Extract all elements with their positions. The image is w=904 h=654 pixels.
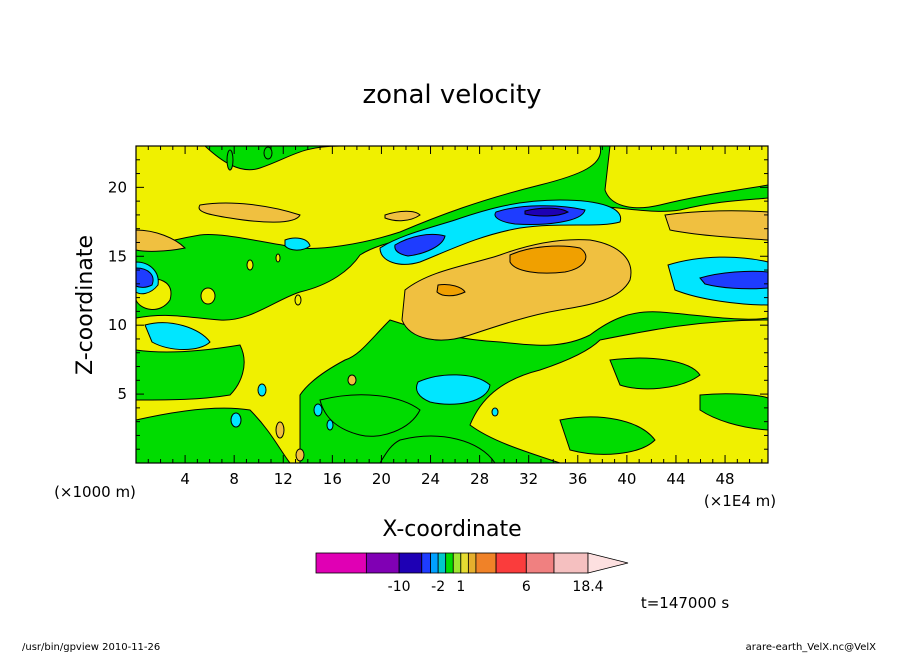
x-tick-label: 4 [180, 470, 190, 488]
chart-title: zonal velocity [362, 80, 541, 110]
contour-band-near-zero [135, 344, 769, 464]
y-tick-label: 15 [108, 247, 127, 265]
x-tick-label: 16 [323, 470, 342, 488]
colorbar-arrow [587, 552, 629, 574]
x-unit-right: (×1E4 m) [704, 492, 776, 510]
y-tick-label: 5 [117, 385, 127, 403]
x-tick-labels: 4 8 12 16 20 24 28 32 36 40 44 48 [180, 470, 734, 488]
x-tick-label: 28 [470, 470, 489, 488]
contour-band-positive-high [436, 245, 587, 297]
x-tick-label: 20 [372, 470, 391, 488]
colorbar-tick-label: 6 [522, 579, 531, 595]
colorbar-segment [460, 552, 469, 574]
x-tick-label: 24 [421, 470, 440, 488]
colorbar-segment [445, 552, 454, 574]
contour-plot [135, 145, 769, 464]
colorbar-tick-label: -10 [388, 579, 411, 595]
colorbar-segment [452, 552, 462, 574]
colorbar-segment [365, 552, 400, 574]
contour-band-negative-high [524, 207, 570, 217]
footer-left: /usr/bin/gpview 2010-11-26 [22, 642, 160, 653]
x-tick-label: 36 [568, 470, 587, 488]
colorbar-segment [421, 552, 431, 574]
colorbar [315, 552, 629, 574]
colorbar-segment [437, 552, 447, 574]
colorbar-tick-label: -2 [431, 579, 445, 595]
colorbar-segment [315, 552, 367, 574]
x-tick-label: 44 [666, 470, 685, 488]
colorbar-segment [495, 552, 527, 574]
colorbar-segment [475, 552, 497, 574]
x-tick-label: 40 [617, 470, 636, 488]
y-axis-label: Z-coordinate [73, 235, 98, 375]
x-tick-label: 32 [519, 470, 538, 488]
x-unit-left: (×1000 m) [54, 483, 136, 501]
x-axis-label: X-coordinate [382, 517, 521, 542]
colorbar-segment [430, 552, 439, 574]
colorbar-segment [398, 552, 423, 574]
y-tick-label: 10 [108, 316, 127, 334]
x-tick-label: 48 [716, 470, 735, 488]
y-tick-label: 20 [108, 178, 127, 196]
time-label: t=147000 s [641, 594, 729, 612]
footer-right: arare-earth_VelX.nc@VelX [746, 642, 877, 653]
colorbar-tick-label: 1 [456, 579, 465, 595]
contour-small-features [200, 146, 499, 462]
colorbar-segment [525, 552, 555, 574]
y-tick-labels: 5 10 15 20 [108, 178, 127, 403]
colorbar-segment [467, 552, 477, 574]
x-tick-label: 12 [274, 470, 293, 488]
colorbar-labels: -10 -2 1 6 18.4 [388, 579, 604, 595]
plot-frame [135, 145, 769, 464]
colorbar-tick-label: 18.4 [572, 579, 603, 595]
axis-ticks [136, 146, 768, 463]
colorbar-segment [553, 552, 589, 574]
x-tick-label: 8 [229, 470, 239, 488]
